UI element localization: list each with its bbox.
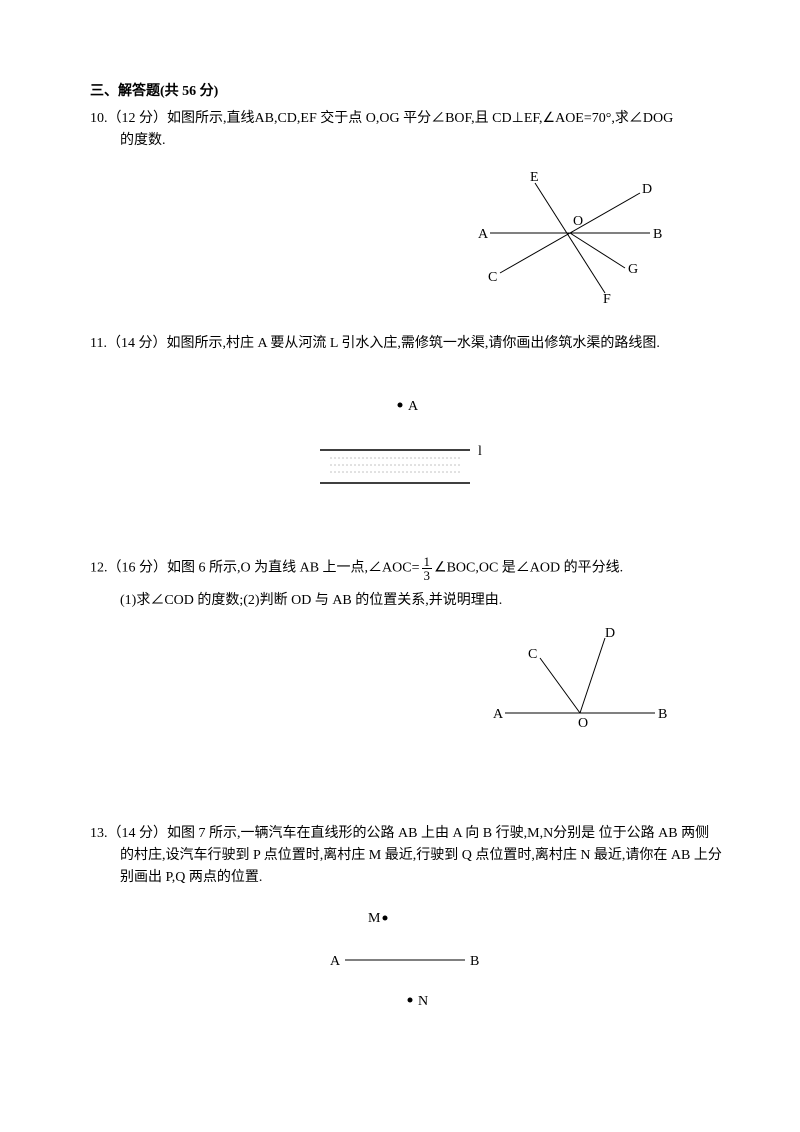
problem-12-before: 12.（16 分）如图 6 所示,O 为直线 AB 上一点,∠AOC=: [90, 561, 420, 576]
problem-10: 10.（12 分）如图所示,直线AB,CD,EF 交于点 O,OG 平分∠BOF…: [90, 108, 730, 153]
problem-13-line1: 13.（14 分）如图 7 所示,一辆汽车在直线形的公路 AB 上由 A 向 B…: [90, 823, 730, 845]
figure-11: A l: [300, 385, 520, 505]
figure-13: M A B N: [310, 900, 510, 1030]
fig12-label-c: C: [528, 647, 537, 662]
figure-10-container: E D A O B C G F: [90, 163, 730, 303]
problem-10-line1: 10.（12 分）如图所示,直线AB,CD,EF 交于点 O,OG 平分∠BOF…: [90, 108, 730, 130]
figure-13-container: M A B N: [90, 900, 730, 1030]
problem-12-sub: (1)求∠COD 的度数;(2)判断 OD 与 AB 的位置关系,并说明理由.: [90, 590, 730, 612]
problem-11: 11.（14 分）如图所示,村庄 A 要从河流 L 引水入庄,需修筑一水渠,请你…: [90, 333, 730, 355]
problem-13-line3: 别画出 P,Q 两点的位置.: [90, 867, 730, 889]
fig10-label-f: F: [603, 292, 611, 303]
figure-11-container: A l: [90, 385, 730, 505]
fig10-label-o: O: [573, 214, 583, 229]
fig10-label-e: E: [530, 170, 539, 185]
problem-12: 12.（16 分）如图 6 所示,O 为直线 AB 上一点,∠AOC=13∠BO…: [90, 555, 730, 612]
fig10-label-g: G: [628, 262, 638, 277]
section-title: 三、解答题(共 56 分): [90, 80, 730, 100]
fig12-label-a: A: [493, 707, 504, 722]
frac-num: 1: [422, 555, 433, 569]
problem-13-line2: 的村庄,设汽车行驶到 P 点位置时,离村庄 M 最近,行驶到 Q 点位置时,离村…: [90, 845, 730, 867]
figure-10: E D A O B C G F: [470, 163, 670, 303]
fig11-label-a: A: [408, 399, 419, 414]
problem-11-text: 11.（14 分）如图所示,村庄 A 要从河流 L 引水入庄,需修筑一水渠,请你…: [90, 333, 730, 355]
problem-12-after: ∠BOC,OC 是∠AOD 的平分线.: [434, 561, 623, 576]
fig13-label-m: M: [368, 911, 381, 926]
fig10-label-d: D: [642, 182, 652, 197]
fig10-label-b: B: [653, 227, 662, 242]
fig11-label-l: l: [478, 444, 482, 459]
problem-10-line2: 的度数.: [90, 130, 730, 152]
fig12-label-o: O: [578, 716, 588, 731]
problem-12-fraction: 13: [422, 555, 433, 582]
fig13-label-a: A: [330, 954, 341, 969]
figure-12-container: A B C D O: [90, 623, 730, 733]
fig13-label-b: B: [470, 954, 479, 969]
fig12-label-b: B: [658, 707, 667, 722]
problem-13: 13.（14 分）如图 7 所示,一辆汽车在直线形的公路 AB 上由 A 向 B…: [90, 823, 730, 890]
frac-den: 3: [422, 569, 433, 582]
fig12-label-d: D: [605, 626, 615, 641]
fig10-label-c: C: [488, 270, 497, 285]
fig13-label-n: N: [418, 994, 428, 1009]
problem-12-text: 12.（16 分）如图 6 所示,O 为直线 AB 上一点,∠AOC=13∠BO…: [90, 555, 730, 582]
fig10-label-a: A: [478, 227, 489, 242]
figure-12: A B C D O: [490, 623, 670, 733]
